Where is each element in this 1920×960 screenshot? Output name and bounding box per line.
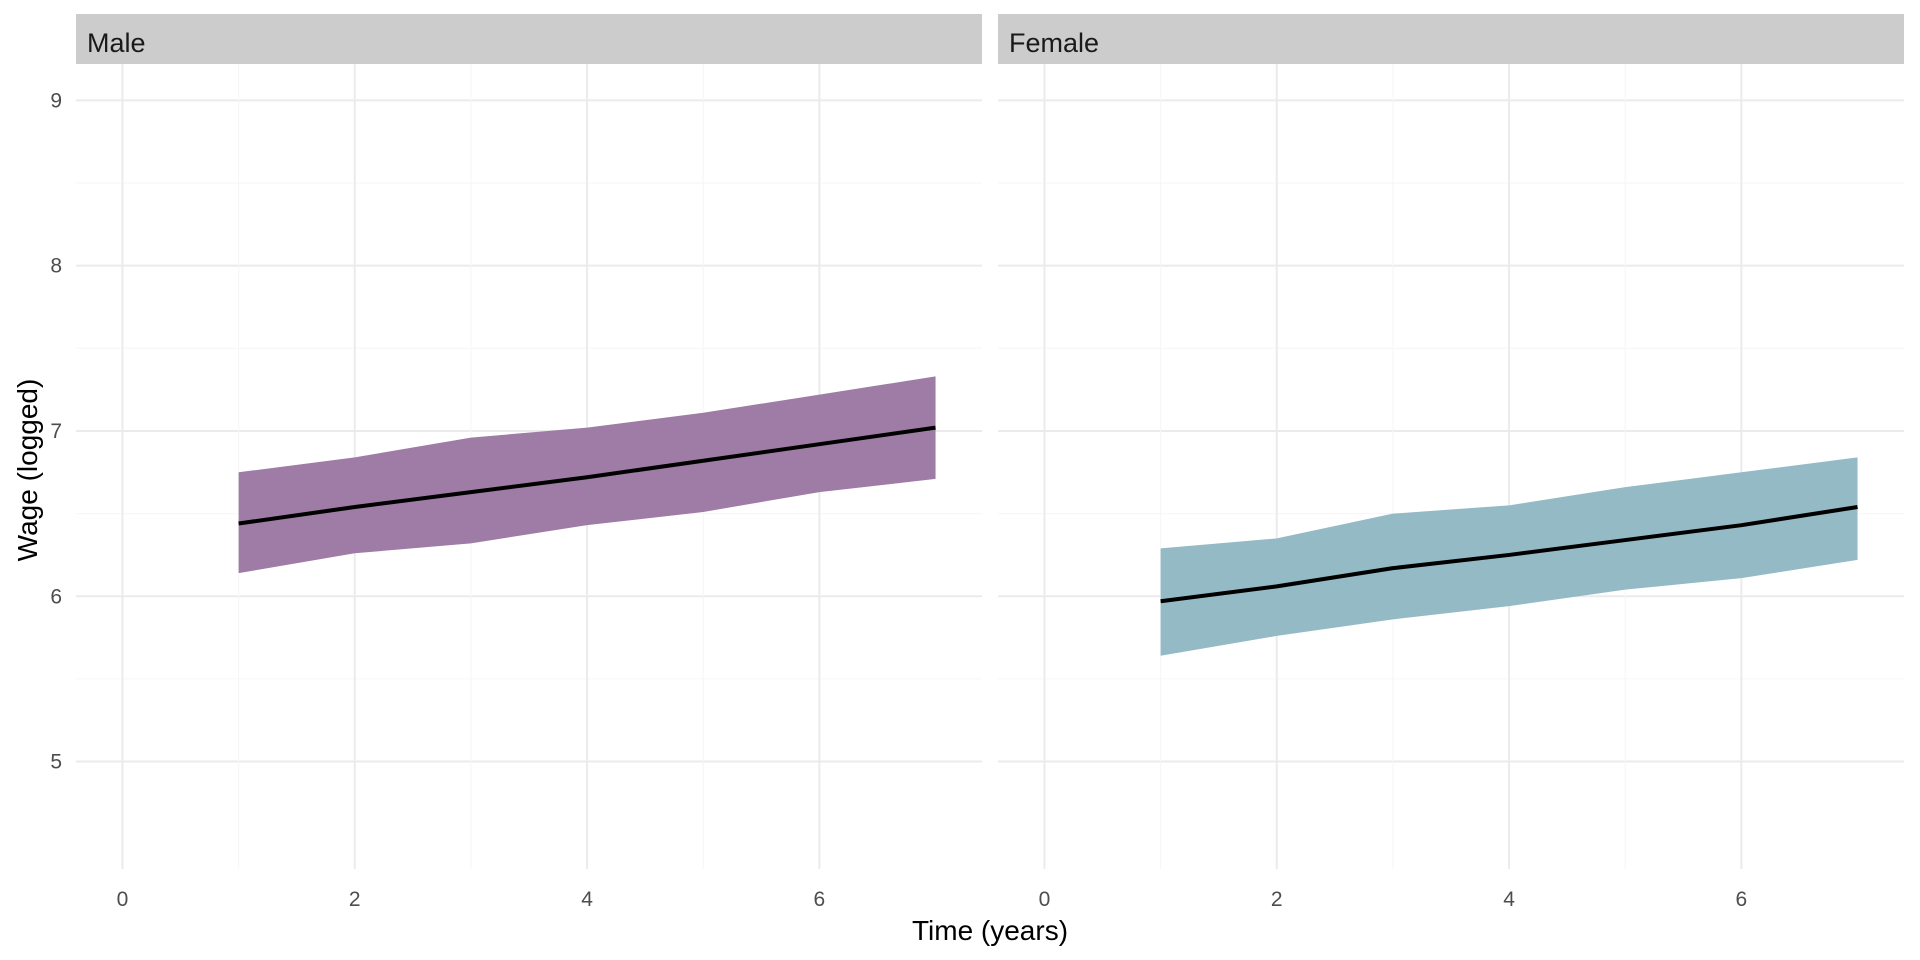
strip-label-female: Female: [1009, 28, 1099, 58]
y-tick-label: 7: [50, 420, 62, 443]
x-tick-label: 0: [1039, 888, 1051, 911]
y-tick-label: 6: [50, 585, 62, 608]
mean-line-female: [1160, 505, 1858, 604]
mean-line-male: [238, 425, 936, 526]
x-ticks-female: 0 2 4 6: [1039, 888, 1748, 911]
x-tick-label: 4: [581, 888, 593, 911]
x-axis-title: Time (years): [912, 915, 1068, 946]
x-tick-label: 4: [1503, 888, 1515, 911]
x-tick-label: 0: [117, 888, 129, 911]
panel-female: Female 0 2 4 6: [998, 14, 1904, 911]
y-ticks: 5 6 7 8 9: [50, 89, 62, 773]
gridlines-female: [998, 64, 1904, 869]
strip-label-male: Male: [87, 28, 146, 58]
y-tick-label: 5: [50, 751, 62, 774]
panel-male: Male 0 2 4 6: [76, 14, 982, 911]
x-tick-label: 2: [1271, 888, 1283, 911]
x-tick-label: 6: [1736, 888, 1748, 911]
confidence-band-male: [238, 376, 936, 574]
y-tick-label: 8: [50, 255, 62, 278]
x-ticks-male: 0 2 4 6: [117, 888, 826, 911]
x-tick-label: 6: [814, 888, 826, 911]
strip-background-male: [76, 14, 982, 64]
x-tick-label: 2: [349, 888, 361, 911]
y-axis-title: Wage (logged): [12, 379, 43, 562]
strip-background-female: [998, 14, 1904, 64]
y-tick-label: 9: [50, 89, 62, 112]
